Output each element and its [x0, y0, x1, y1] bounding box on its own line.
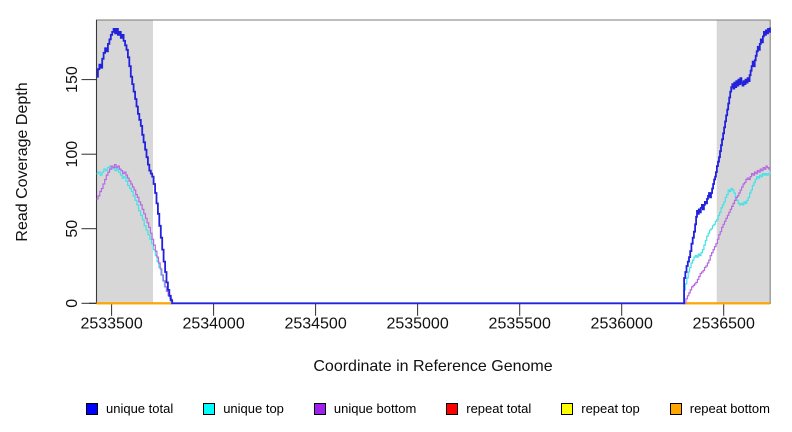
series-unique-total-line [96, 27, 771, 305]
series-unique-bottom-line [96, 164, 771, 304]
legend-swatch [669, 402, 682, 415]
legend-swatch [313, 402, 326, 415]
y-tick-label: 150 [64, 66, 81, 93]
y-tick-label: 100 [64, 141, 81, 168]
legend-label: unique total [106, 401, 174, 416]
x-tick-label: 2533500 [80, 316, 142, 333]
y-tick-label: 50 [64, 220, 81, 238]
x-tick-label: 2536500 [693, 316, 755, 333]
legend-label: unique top [223, 401, 284, 416]
legend-swatch [561, 402, 574, 415]
y-tick-label: 0 [64, 299, 81, 308]
x-tick-label: 2536000 [591, 316, 653, 333]
legend-label: repeat bottom [689, 401, 770, 416]
legend: unique total unique top unique bottom repea… [86, 400, 770, 417]
plot-box [96, 19, 771, 304]
legend-label: unique bottom [333, 401, 417, 416]
legend-item-unique-bottom: unique bottom [313, 400, 417, 417]
legend-swatch [446, 402, 459, 415]
repeat-region-right [716, 20, 771, 304]
legend-label: repeat total [466, 401, 532, 416]
x-tick-label: 2534500 [284, 316, 346, 333]
repeat-region-left [96, 20, 153, 304]
legend-swatch [86, 402, 98, 415]
legend-item-unique-top: unique top [203, 400, 284, 417]
legend-item-unique-total: unique total [86, 400, 173, 417]
x-tick-label: 2535000 [386, 316, 448, 333]
legend-swatch [203, 402, 216, 415]
legend-item-repeat-total: repeat total [446, 400, 531, 417]
series-unique-top-line [96, 165, 771, 304]
legend-item-repeat-top: repeat top [561, 400, 640, 417]
y-axis-title: Read Coverage Depth [14, 82, 31, 241]
x-tick-label: 2535500 [489, 316, 551, 333]
legend-item-repeat-bottom: repeat bottom [669, 400, 770, 417]
legend-label: repeat top [581, 401, 640, 416]
x-axis-title: Coordinate in Reference Genome [313, 358, 552, 375]
x-tick-label: 2534000 [182, 316, 244, 333]
